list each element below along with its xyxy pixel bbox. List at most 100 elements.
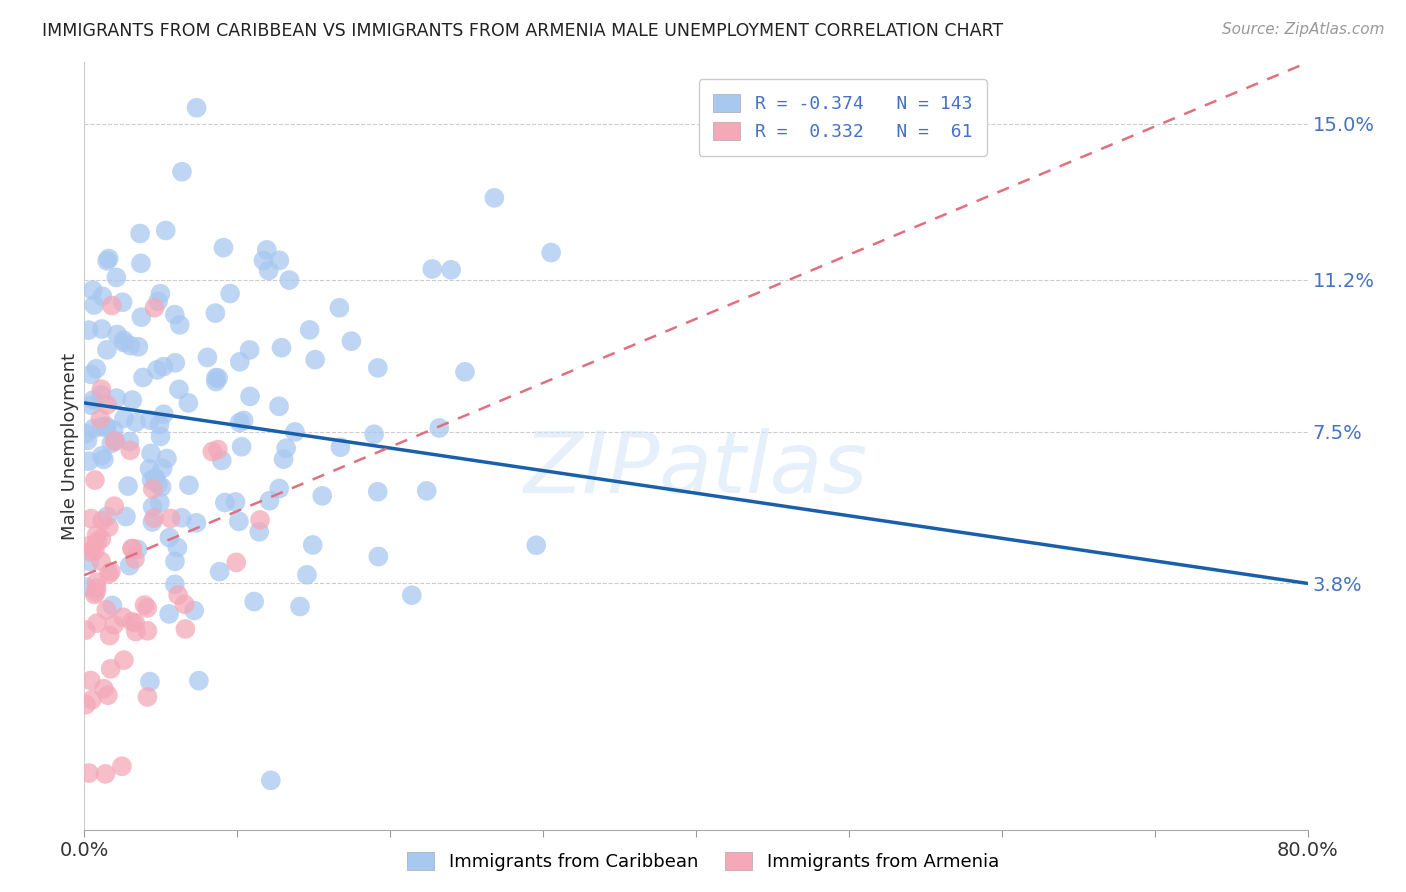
Point	[104, 434, 127, 448]
Point	[204, 306, 226, 320]
Point	[94, 767, 117, 781]
Text: Source: ZipAtlas.com: Source: ZipAtlas.com	[1222, 22, 1385, 37]
Point	[152, 407, 174, 421]
Point	[91, 513, 114, 527]
Point	[159, 511, 181, 525]
Legend: Immigrants from Caribbean, Immigrants from Armenia: Immigrants from Caribbean, Immigrants fr…	[399, 845, 1007, 879]
Point	[259, 493, 281, 508]
Point	[156, 451, 179, 466]
Point	[112, 335, 135, 350]
Point	[267, 400, 290, 414]
Point	[219, 286, 242, 301]
Point	[249, 513, 271, 527]
Point	[288, 599, 311, 614]
Point	[125, 624, 148, 639]
Point	[163, 308, 186, 322]
Point	[239, 389, 262, 403]
Point	[363, 427, 385, 442]
Point	[540, 245, 562, 260]
Point	[139, 413, 162, 427]
Point	[401, 588, 423, 602]
Point	[90, 322, 112, 336]
Point	[86, 616, 108, 631]
Point	[86, 575, 108, 590]
Point	[103, 434, 125, 448]
Point	[100, 565, 122, 579]
Point	[105, 391, 128, 405]
Point	[165, 356, 187, 370]
Point	[228, 515, 250, 529]
Point	[118, 558, 141, 573]
Point	[415, 483, 437, 498]
Point	[83, 422, 105, 436]
Point	[149, 495, 172, 509]
Point	[96, 509, 118, 524]
Point	[82, 283, 104, 297]
Point	[86, 535, 108, 549]
Point	[101, 298, 124, 312]
Point	[157, 607, 180, 621]
Point	[97, 252, 120, 266]
Point	[97, 688, 120, 702]
Point	[89, 411, 111, 425]
Point	[121, 541, 143, 556]
Point	[247, 524, 270, 539]
Point	[79, 545, 101, 559]
Point	[76, 434, 98, 448]
Point	[75, 580, 97, 594]
Point	[257, 263, 280, 277]
Point	[75, 426, 97, 441]
Point	[75, 623, 97, 637]
Point	[170, 165, 193, 179]
Point	[329, 440, 352, 454]
Point	[90, 382, 112, 396]
Point	[84, 585, 107, 599]
Point	[142, 500, 165, 514]
Point	[93, 452, 115, 467]
Point	[295, 567, 318, 582]
Point	[96, 419, 118, 434]
Point	[136, 690, 159, 704]
Point	[90, 419, 112, 434]
Point	[207, 371, 229, 385]
Point	[91, 289, 114, 303]
Point	[420, 262, 443, 277]
Point	[83, 544, 105, 558]
Point	[152, 461, 174, 475]
Point	[149, 286, 172, 301]
Point	[129, 227, 152, 241]
Point	[139, 674, 162, 689]
Y-axis label: Male Unemployment: Male Unemployment	[62, 352, 80, 540]
Point	[174, 622, 197, 636]
Point	[112, 411, 135, 425]
Point	[80, 368, 103, 382]
Point	[96, 398, 118, 412]
Point	[80, 692, 103, 706]
Point	[211, 453, 233, 467]
Point	[90, 532, 112, 546]
Point	[96, 603, 118, 617]
Point	[111, 295, 134, 310]
Point	[328, 301, 350, 315]
Point	[231, 440, 253, 454]
Point	[90, 388, 112, 402]
Point	[273, 452, 295, 467]
Legend: R = -0.374   N = 143, R =  0.332   N =  61: R = -0.374 N = 143, R = 0.332 N = 61	[699, 79, 987, 156]
Point	[186, 101, 208, 115]
Point	[136, 601, 159, 615]
Point	[146, 363, 169, 377]
Point	[243, 594, 266, 608]
Point	[367, 484, 389, 499]
Point	[163, 577, 186, 591]
Text: ZIPatlas: ZIPatlas	[524, 427, 868, 510]
Point	[90, 449, 112, 463]
Point	[311, 489, 333, 503]
Point	[167, 588, 190, 602]
Point	[187, 673, 209, 688]
Point	[112, 653, 135, 667]
Point	[201, 444, 224, 458]
Point	[225, 555, 247, 569]
Point	[103, 499, 125, 513]
Point	[96, 343, 118, 357]
Point	[124, 552, 146, 566]
